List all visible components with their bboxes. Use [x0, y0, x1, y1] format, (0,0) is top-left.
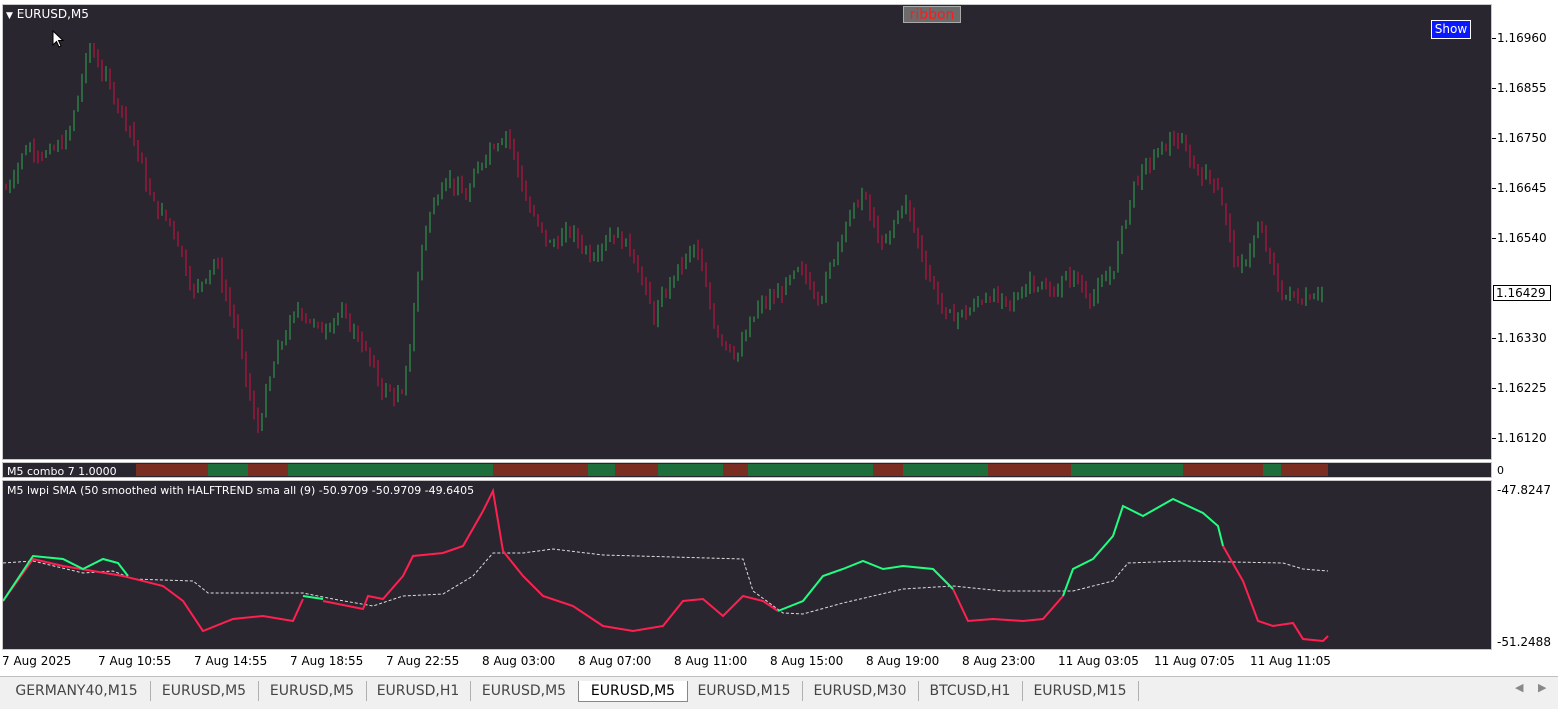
price-chart-pane[interactable] — [2, 4, 1492, 460]
oscillator-chart — [3, 487, 1329, 643]
osc-line-down — [1222, 545, 1329, 643]
price-scale — [1492, 0, 1558, 676]
combo-label: M5 combo 7 1.0000 — [7, 465, 117, 478]
time-axis-label: 7 Aug 22:55 — [386, 654, 460, 668]
price-tick — [1492, 338, 1496, 339]
mouse-cursor-icon — [52, 30, 65, 48]
scroll-right-icon[interactable]: ▶ — [1538, 681, 1547, 694]
tab[interactable]: BTCUSD,H1 — [918, 681, 1023, 701]
tab[interactable]: EURUSD,M5 — [470, 681, 579, 701]
symbol-title[interactable]: ▼ EURUSD,M5 — [6, 7, 89, 21]
oscillator-label: M5 lwpi SMA (50 smoothed with HALFTREND … — [7, 484, 475, 497]
osc-scale-bottom: -51.2488 — [1497, 635, 1551, 649]
osc-line-up — [1062, 497, 1224, 597]
combo-histogram — [136, 464, 1328, 476]
price-tick — [1492, 238, 1496, 239]
tab[interactable]: EURUSD,M15 — [686, 681, 803, 701]
price-tick — [1492, 188, 1496, 189]
combo-bar — [1093, 464, 1183, 476]
tab-active[interactable]: EURUSD,M5 — [578, 681, 688, 702]
tab[interactable]: EURUSD,M30 — [802, 681, 919, 701]
price-scale-label: 1.16645 — [1497, 181, 1547, 195]
combo-bar — [1071, 464, 1093, 476]
combo-bar — [615, 464, 658, 476]
combo-bar — [493, 464, 588, 476]
time-axis-label: 11 Aug 11:05 — [1250, 654, 1331, 668]
combo-bar — [1281, 464, 1328, 476]
chevron-down-icon[interactable]: ▼ — [6, 11, 13, 21]
price-scale-label: 1.16960 — [1497, 31, 1547, 45]
time-axis-label: 8 Aug 15:00 — [770, 654, 844, 668]
price-scale-label: 1.16855 — [1497, 81, 1547, 95]
combo-scale-label: 0 — [1497, 464, 1504, 477]
combo-bar — [588, 464, 615, 476]
combo-bar — [658, 464, 723, 476]
price-tick — [1492, 388, 1496, 389]
tab[interactable]: EURUSD,M15 — [1022, 681, 1139, 701]
time-axis-label: 8 Aug 19:00 — [866, 654, 940, 668]
price-scale-label: 1.16330 — [1497, 331, 1547, 345]
osc-line-down — [952, 588, 1064, 623]
price-scale-label: 1.16225 — [1497, 381, 1547, 395]
time-axis-label: 8 Aug 23:00 — [962, 654, 1036, 668]
time-axis-label: 7 Aug 2025 — [2, 654, 72, 668]
tab[interactable]: GERMANY40,M15 — [3, 681, 151, 701]
combo-bar — [248, 464, 288, 476]
osc-line-up — [3, 554, 129, 602]
oscillator-pane[interactable] — [2, 480, 1492, 650]
time-axis-label: 8 Aug 07:00 — [578, 654, 652, 668]
ribbon-button[interactable]: ribbon — [903, 6, 961, 23]
chart-tabs-bar: GERMANY40,M15 EURUSD,M5 EURUSD,M5 EURUSD,H1… — [0, 676, 1558, 709]
time-axis-label: 7 Aug 14:55 — [194, 654, 268, 668]
time-axis-label: 11 Aug 07:05 — [1154, 654, 1235, 668]
combo-bar — [288, 464, 493, 476]
combo-bar — [903, 464, 988, 476]
price-tick — [1492, 88, 1496, 89]
combo-bar — [1183, 464, 1263, 476]
osc-line-up — [302, 595, 324, 600]
price-tick — [1492, 38, 1496, 39]
osc-line-up — [777, 559, 954, 612]
combo-bar — [1263, 464, 1281, 476]
combo-bar — [136, 464, 208, 476]
time-axis-label: 8 Aug 11:00 — [674, 654, 748, 668]
time-axis-label: 7 Aug 18:55 — [290, 654, 364, 668]
price-scale-label: 1.16540 — [1497, 231, 1547, 245]
tab[interactable]: EURUSD,M5 — [258, 681, 367, 701]
price-scale-label: 1.16120 — [1497, 431, 1547, 445]
combo-bar — [748, 464, 873, 476]
osc-scale-top: -47.8247 — [1497, 483, 1551, 497]
combo-bar — [208, 464, 248, 476]
time-axis-label: 11 Aug 03:05 — [1058, 654, 1139, 668]
price-tick — [1492, 138, 1496, 139]
time-axis-label: 7 Aug 10:55 — [98, 654, 172, 668]
price-tick — [1492, 438, 1496, 439]
show-button[interactable]: Show — [1431, 20, 1471, 39]
tab[interactable]: EURUSD,M5 — [150, 681, 259, 701]
combo-bar — [873, 464, 903, 476]
tab[interactable]: EURUSD,H1 — [366, 681, 471, 701]
osc-line-down — [322, 487, 779, 633]
combo-bar — [988, 464, 1071, 476]
time-axis-label: 8 Aug 03:00 — [482, 654, 556, 668]
osc-line-down — [3, 557, 304, 633]
candlestick-chart — [5, 42, 1323, 434]
price-scale-label: 1.16750 — [1497, 131, 1547, 145]
combo-bar — [723, 464, 748, 476]
scroll-left-icon[interactable]: ◀ — [1515, 681, 1524, 694]
current-price-label: 1.16429 — [1493, 285, 1551, 301]
combo-indicator-pane[interactable] — [2, 462, 1492, 478]
signal-line — [3, 548, 1329, 615]
